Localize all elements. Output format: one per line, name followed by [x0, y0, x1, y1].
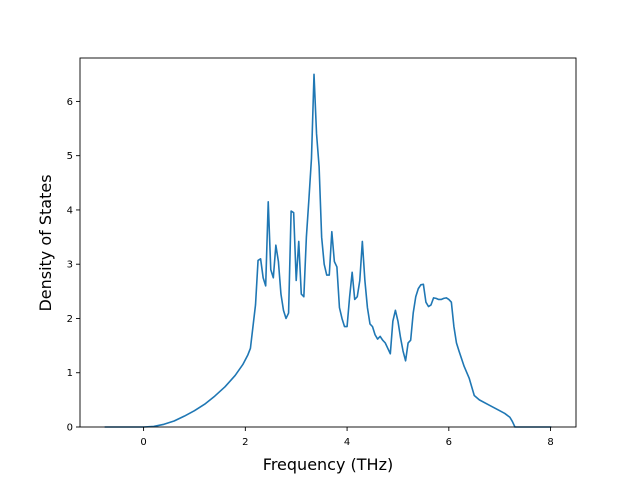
plot-area — [79, 57, 577, 428]
y-tick-label: 4 — [67, 205, 73, 216]
x-axis-label: Frequency (THz) — [263, 455, 393, 474]
x-axis-ticks: 0 2 4 6 8 — [140, 427, 554, 448]
y-tick-label: 0 — [67, 423, 73, 434]
x-tick-label: 2 — [242, 437, 248, 448]
y-tick-label: 1 — [67, 368, 73, 379]
y-tick-label: 5 — [67, 151, 73, 162]
y-axis-label: Density of States — [36, 174, 55, 311]
axes-frame — [79, 57, 577, 428]
dos-line-series-0 — [104, 73, 552, 428]
y-tick-label: 2 — [67, 314, 73, 325]
x-tick-label: 6 — [446, 437, 452, 448]
y-tick-label: 3 — [67, 260, 73, 271]
x-tick-label: 4 — [344, 437, 350, 448]
x-tick-label: 0 — [140, 437, 146, 448]
y-axis-ticks: 0 1 2 3 4 5 6 — [67, 97, 80, 434]
x-tick-label: 8 — [547, 437, 553, 448]
y-tick-label: 6 — [67, 97, 73, 108]
